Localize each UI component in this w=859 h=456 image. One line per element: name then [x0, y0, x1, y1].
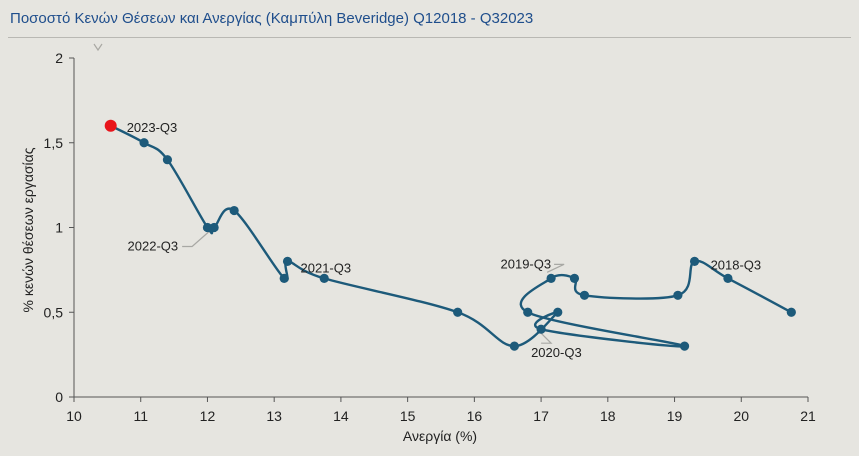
- data-point: [282, 256, 293, 266]
- data-point: [679, 341, 690, 351]
- y-tick-label: 0: [55, 389, 63, 405]
- data-point: [229, 205, 239, 216]
- data-point: [319, 273, 329, 283]
- data-point: [786, 307, 796, 317]
- annotation-label: 2021-Q3: [301, 260, 352, 275]
- y-tick-label: 0,5: [44, 304, 64, 320]
- x-tick-label: 14: [333, 408, 349, 424]
- x-tick-label: 11: [133, 408, 148, 424]
- data-point: [279, 273, 289, 283]
- data-point: [689, 256, 700, 266]
- annotation-label: 2019-Q3: [501, 256, 552, 271]
- data-point: [453, 307, 463, 317]
- chart-title: Ποσοστό Κενών Θέσεων και Ανεργίας (Καμπύ…: [10, 10, 534, 27]
- title-divider: [8, 37, 851, 38]
- x-tick-label: 15: [400, 408, 416, 424]
- data-point: [536, 324, 546, 334]
- annotation-leader-line: [182, 231, 210, 248]
- x-tick-label: 13: [266, 408, 282, 424]
- data-point: [209, 222, 219, 233]
- x-tick-label: 17: [533, 408, 549, 424]
- annotation-label: 2023-Q3: [127, 120, 178, 135]
- x-tick-label: 10: [66, 408, 82, 424]
- annotation-label: 2022-Q3: [128, 239, 179, 254]
- x-tick-label: 20: [733, 408, 749, 424]
- data-point: [569, 273, 580, 283]
- series-line: [110, 124, 792, 348]
- data-point: [723, 273, 733, 283]
- annotation-label: 2018-Q3: [711, 257, 762, 272]
- data-point: [509, 341, 519, 351]
- annotation-leader-line: [546, 263, 565, 273]
- x-tick-label: 19: [667, 408, 683, 424]
- y-tick-label: 1: [55, 220, 63, 236]
- x-tick-label: 16: [467, 408, 483, 424]
- data-point: [139, 138, 149, 148]
- data-point: [162, 155, 173, 165]
- x-tick-label: 21: [800, 408, 816, 424]
- y-axis-label: % κενών θέσεων εργασίας: [20, 147, 36, 312]
- data-point: [579, 290, 590, 300]
- x-axis-label: Ανεργία (%): [403, 428, 477, 444]
- annotation-label: 2020-Q3: [531, 345, 582, 360]
- data-point: [523, 307, 533, 317]
- annotation-leader-line: [540, 332, 553, 344]
- data-point: [202, 222, 213, 233]
- highlight-point: [104, 119, 117, 132]
- y-tick-label: 1,5: [44, 135, 64, 151]
- data-point: [553, 307, 563, 317]
- x-tick-label: 12: [200, 408, 216, 424]
- y-tick-label: 2: [55, 50, 63, 66]
- x-tick-label: 18: [600, 408, 616, 424]
- title-pointer: [93, 43, 103, 52]
- data-point: [673, 290, 683, 300]
- data-point: [546, 273, 556, 283]
